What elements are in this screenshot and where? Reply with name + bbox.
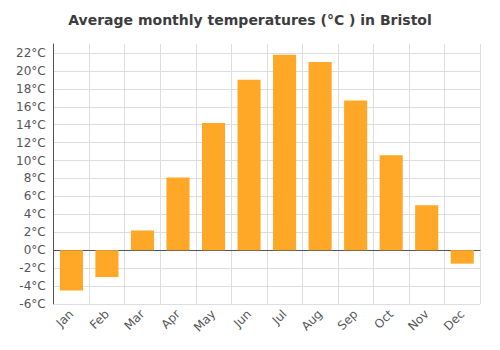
svg-text:-2°C: -2°C [19, 261, 45, 275]
svg-text:20°C: 20°C [16, 64, 46, 78]
svg-text:4°C: 4°C [24, 207, 46, 221]
svg-text:Dec: Dec [441, 307, 467, 333]
svg-text:10°C: 10°C [16, 154, 46, 168]
svg-text:8°C: 8°C [24, 171, 46, 185]
svg-text:Jun: Jun [230, 307, 254, 331]
svg-text:Jul: Jul [269, 307, 290, 328]
svg-text:14°C: 14°C [16, 118, 46, 132]
svg-text:22°C: 22°C [16, 46, 46, 60]
svg-text:2°C: 2°C [24, 225, 46, 239]
svg-text:Feb: Feb [87, 307, 112, 332]
svg-text:Mar: Mar [122, 307, 148, 333]
svg-text:Apr: Apr [158, 307, 183, 332]
svg-text:0°C: 0°C [24, 243, 46, 257]
svg-text:Average monthly temperatures (: Average monthly temperatures (°C ) in Br… [68, 12, 432, 28]
svg-text:Aug: Aug [299, 307, 325, 333]
svg-text:-6°C: -6°C [19, 297, 45, 311]
svg-text:-4°C: -4°C [19, 279, 45, 293]
svg-text:Jan: Jan [53, 307, 77, 331]
svg-text:May: May [191, 307, 218, 334]
svg-text:18°C: 18°C [16, 82, 46, 96]
svg-text:Oct: Oct [372, 307, 397, 332]
svg-text:6°C: 6°C [24, 189, 46, 203]
svg-text:Sep: Sep [335, 307, 361, 333]
svg-text:Nov: Nov [405, 307, 431, 333]
svg-text:12°C: 12°C [16, 136, 46, 150]
svg-text:16°C: 16°C [16, 100, 46, 114]
